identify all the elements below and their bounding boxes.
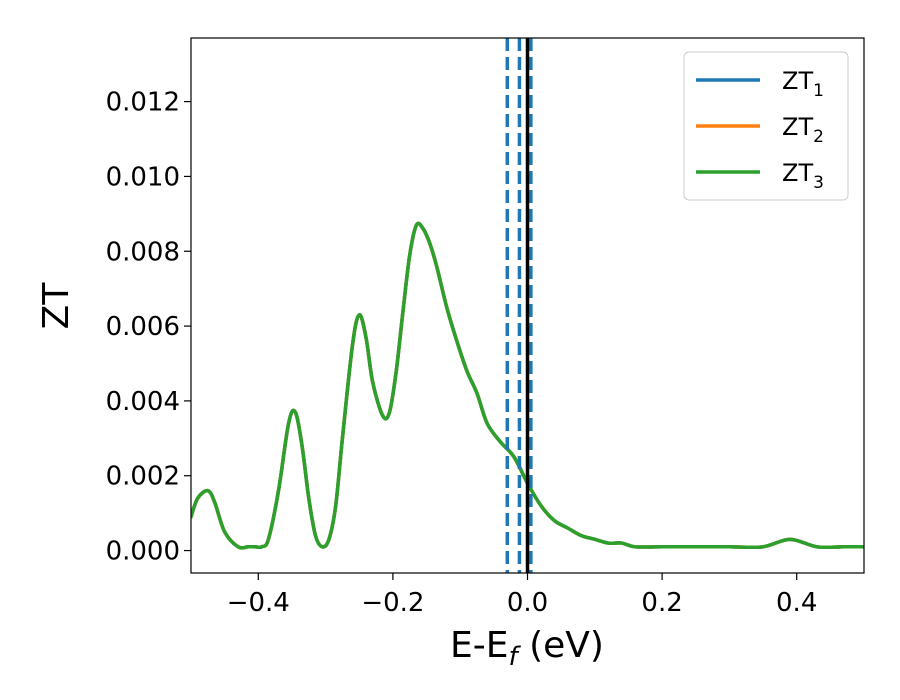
x-axis-label: E-Ef (eV) [450, 625, 604, 672]
y-tick-label: 0.000 [106, 537, 180, 567]
x-tick-label: 0.2 [641, 588, 682, 618]
y-axis-label: ZT [36, 282, 77, 330]
x-tick-label: −0.2 [361, 588, 424, 618]
legend-label: ZT2 [782, 113, 824, 147]
x-axis: −0.4 −0.2 0.0 0.2 0.4 [227, 573, 817, 618]
legend-box [683, 51, 849, 201]
legend: ZT1 ZT2 ZT3 [683, 51, 849, 201]
y-tick-label: 0.002 [106, 462, 180, 492]
y-tick-label: 0.004 [106, 387, 180, 417]
series-line-zt3 [191, 221, 864, 550]
y-tick-label: 0.010 [106, 162, 180, 192]
y-tick-label: 0.008 [106, 237, 180, 267]
y-tick-label: 0.012 [106, 88, 180, 118]
x-tick-label: 0.0 [507, 588, 548, 618]
y-tick-label: 0.006 [106, 312, 180, 342]
plot-area [191, 38, 864, 573]
x-tick-label: 0.4 [776, 588, 817, 618]
legend-label: ZT1 [782, 67, 824, 101]
legend-label: ZT3 [782, 159, 824, 193]
plot-frame [190, 37, 865, 574]
x-tick-label: −0.4 [227, 588, 290, 618]
y-axis: 0.000 0.002 0.004 0.006 0.008 0.010 0.012 [106, 88, 191, 567]
